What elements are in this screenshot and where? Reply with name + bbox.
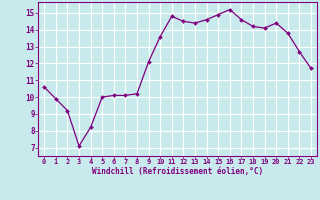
X-axis label: Windchill (Refroidissement éolien,°C): Windchill (Refroidissement éolien,°C) bbox=[92, 167, 263, 176]
